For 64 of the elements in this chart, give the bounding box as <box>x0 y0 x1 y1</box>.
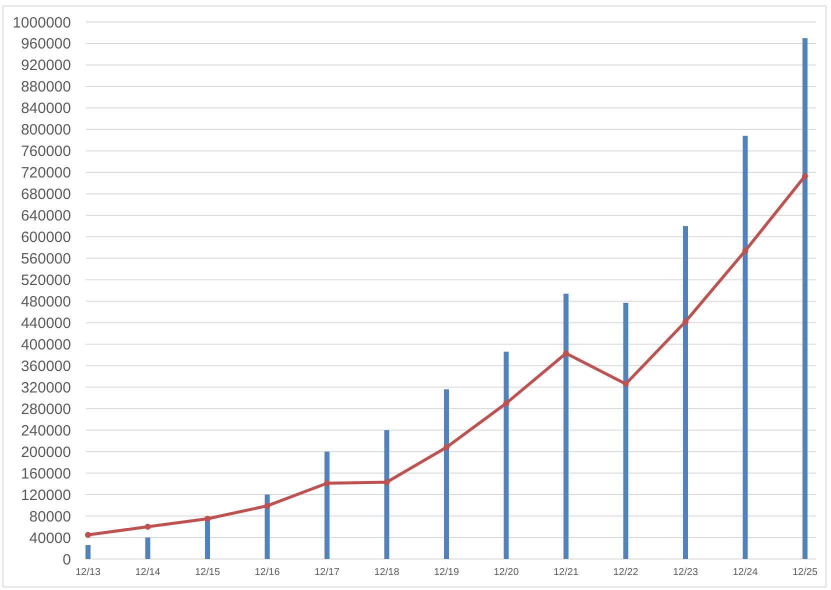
x-tick-label: 12/17 <box>314 567 340 578</box>
point <box>563 350 569 356</box>
point <box>324 480 330 486</box>
y-tick-label: 640000 <box>20 208 71 225</box>
bar <box>444 389 449 559</box>
bar <box>384 430 390 559</box>
point <box>144 524 151 530</box>
y-tick-label: 0 <box>62 551 71 568</box>
y-tick-label: 680000 <box>20 186 71 204</box>
y-tick-label: 400000 <box>20 336 71 354</box>
point <box>384 479 390 486</box>
y-tick-label: 360000 <box>20 358 71 375</box>
y-tick-label: 840000 <box>20 100 71 118</box>
x-tick-label: 12/25 <box>792 567 818 578</box>
x-tick-label: 12/13 <box>75 567 101 578</box>
y-tick-label: 200000 <box>20 444 71 461</box>
x-tick-label: 12/20 <box>494 567 520 578</box>
point <box>742 248 748 254</box>
bar <box>504 352 509 559</box>
x-tick-label: 12/24 <box>732 567 758 578</box>
point <box>85 532 91 538</box>
y-tick-label: 1000000 <box>12 14 71 32</box>
y-tick-label: 600000 <box>20 229 71 246</box>
bar <box>623 302 628 559</box>
point <box>682 318 688 325</box>
y-tick-label: 920000 <box>20 57 71 74</box>
y-tick-label: 160000 <box>20 465 71 482</box>
y-tick-label: 760000 <box>20 143 71 160</box>
point <box>444 444 450 450</box>
x-tick-label: 12/19 <box>434 567 460 578</box>
x-tick-label: 12/21 <box>553 567 579 578</box>
x-tick-label: 12/22 <box>613 567 639 578</box>
y-tick-label: 80000 <box>29 508 71 526</box>
bar <box>802 38 808 559</box>
y-tick-label: 880000 <box>20 78 71 96</box>
bar <box>683 226 688 559</box>
bar <box>564 294 568 559</box>
y-tick-label: 720000 <box>20 164 71 182</box>
point <box>622 380 629 387</box>
y-tick-label: 480000 <box>20 293 71 310</box>
y-tick-label: 560000 <box>20 250 71 268</box>
y-tick-label: 120000 <box>20 486 71 504</box>
bar <box>145 538 150 559</box>
y-tick-label: 800000 <box>20 122 71 139</box>
y-tick-label: 960000 <box>20 36 71 53</box>
x-tick-label: 12/15 <box>194 567 220 578</box>
bar <box>86 545 90 559</box>
point <box>264 502 270 509</box>
point <box>204 516 210 522</box>
x-tick-label: 12/16 <box>254 567 280 578</box>
x-tick-label: 12/23 <box>672 567 698 578</box>
x-tick-label: 12/18 <box>374 567 400 578</box>
bar <box>264 494 270 559</box>
point <box>802 173 808 180</box>
point <box>503 400 510 406</box>
y-tick-label: 440000 <box>20 314 71 332</box>
y-tick-label: 280000 <box>20 400 71 418</box>
y-tick-label: 40000 <box>29 530 71 547</box>
bar <box>742 136 748 559</box>
y-tick-label: 520000 <box>20 272 71 290</box>
x-tick-label: 12/14 <box>135 567 161 578</box>
y-tick-label: 320000 <box>20 379 71 396</box>
y-tick-label: 240000 <box>20 422 71 440</box>
bar <box>324 452 330 559</box>
